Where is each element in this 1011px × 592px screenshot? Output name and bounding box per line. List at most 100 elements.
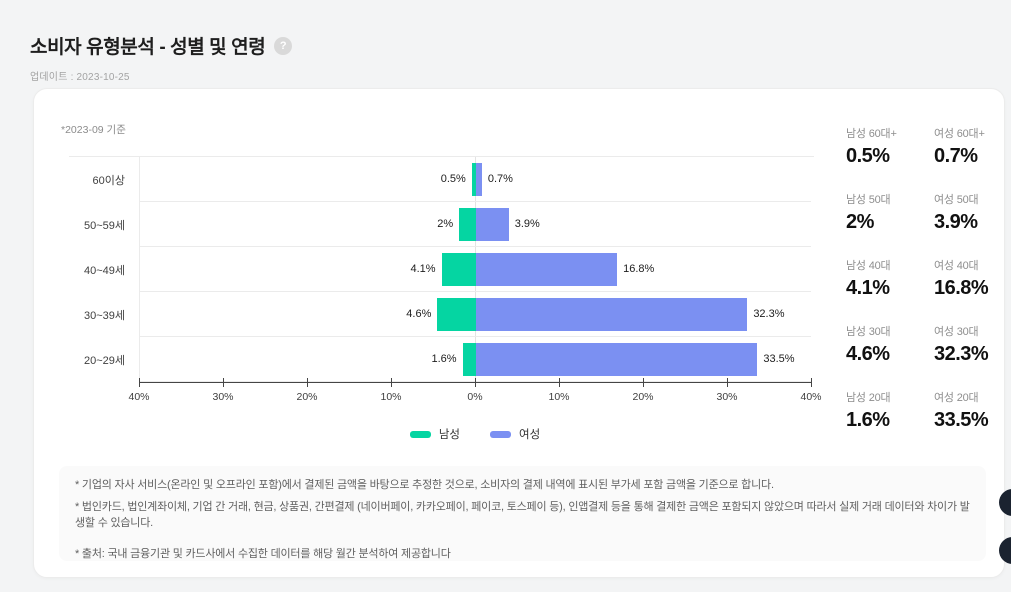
female-bar (476, 163, 482, 196)
period-note: *2023-09 기준 (61, 124, 126, 136)
stat-cell: 남성 20대 1.6% (846, 389, 918, 432)
legend-swatch (490, 430, 511, 438)
stat-value: 33.5% (934, 409, 989, 431)
y-axis-label: 60이상 (92, 174, 125, 187)
y-axis-label: 30~39세 (83, 309, 125, 322)
chart-row-track: 0.5% 0.7% (139, 157, 811, 202)
stat-cell: 남성 30대 4.6% (846, 323, 918, 366)
axis-tick (811, 378, 812, 387)
help-icon[interactable]: ? (274, 36, 293, 55)
stat-label: 여성 30대 (934, 326, 979, 338)
y-axis-label: 20~29세 (83, 354, 125, 367)
stat-value: 32.3% (934, 343, 989, 365)
bar-value-label: 1.6% (431, 353, 457, 365)
stat-cell: 여성 40대 16.8% (934, 257, 1011, 300)
axis-tick-label: 10% (548, 391, 570, 403)
bar-value-label: 16.8% (623, 263, 655, 275)
axis-tick (559, 378, 560, 387)
chart-row: 40~49세 4.1% 16.8% (69, 247, 814, 292)
stat-label: 남성 40대 (846, 260, 891, 272)
bar-value-label: 2% (437, 218, 454, 230)
footnote-line: * 법인카드, 법인계좌이체, 기업 간 거래, 현금, 상품권, 간편결제 (… (75, 501, 970, 529)
female-bar (476, 298, 748, 331)
legend-item[interactable]: 남성 (409, 426, 460, 442)
axis-tick-label: 10% (380, 391, 402, 403)
page-title: 소비자 유형분석 - 성별 및 연령 (30, 37, 266, 58)
stat-cell: 여성 20대 33.5% (934, 389, 1011, 432)
chart-row-track: 4.6% 32.3% (139, 292, 811, 337)
bar-value-label: 32.3% (753, 308, 785, 320)
bar-value-label: 3.9% (514, 218, 540, 230)
bar-value-label: 4.6% (406, 308, 432, 320)
axis-tick (223, 378, 224, 387)
chart-card: *2023-09 기준 60이상 0.5% 0.7% 50~59세 2% 3.9% 40~4… (33, 88, 1005, 578)
stat-cell: 남성 60대+ 0.5% (846, 125, 918, 168)
y-axis-label: 50~59세 (83, 219, 125, 232)
axis-tick-label: 30% (716, 391, 738, 403)
x-axis: 40% 30% 20% 10% 0% 10% 20% 30% 40% (128, 378, 822, 408)
page-header: 소비자 유형분석 - 성별 및 연령 ? 업데이트 : 2023-10-25 (30, 32, 293, 83)
chart-row-track: 1.6% 33.5% (139, 337, 811, 382)
stat-cell: 남성 50대 2% (846, 191, 918, 234)
legend-swatch (409, 430, 431, 438)
stat-value: 0.5% (846, 145, 890, 167)
bar-value-label: 33.5% (763, 353, 795, 365)
stat-value: 4.6% (846, 343, 890, 365)
stat-value: 1.6% (846, 409, 890, 431)
male-bar (471, 163, 476, 196)
stat-label: 여성 20대 (934, 392, 979, 404)
bar-value-label: 0.7% (487, 173, 513, 185)
axis-tick (307, 378, 308, 387)
axis-tick (139, 378, 140, 387)
stat-cell: 여성 50대 3.9% (934, 191, 1011, 234)
stat-value: 4.1% (846, 277, 890, 299)
footnotes-box: * 기업의 자사 서비스(온라인 및 오프라인 포함)에서 결제된 금액을 바탕… (59, 466, 986, 561)
chart-row: 30~39세 4.6% 32.3% (69, 292, 814, 337)
axis-tick-label: 40% (128, 391, 150, 403)
stats-panel: 남성 60대+ 0.5% 여성 60대+ 0.7% 남성 50대 2% 여성 50대 3.9%… (846, 125, 1011, 432)
axis-tick-label: 0% (467, 391, 483, 403)
stat-label: 여성 50대 (934, 194, 979, 206)
chart-row: 20~29세 1.6% 33.5% (69, 337, 814, 382)
stat-label: 남성 30대 (846, 326, 891, 338)
chart-row-track: 4.1% 16.8% (139, 247, 811, 292)
bar-value-label: 0.5% (440, 173, 466, 185)
stat-cell: 남성 40대 4.1% (846, 257, 918, 300)
footnote-line: * 기업의 자사 서비스(온라인 및 오프라인 포함)에서 결제된 금액을 바탕… (75, 479, 774, 491)
stat-label: 여성 40대 (934, 260, 979, 272)
stat-label: 남성 50대 (846, 194, 891, 206)
male-bar (462, 343, 476, 376)
axis-tick-label: 20% (632, 391, 654, 403)
floating-action-button-top[interactable] (999, 489, 1011, 516)
axis-tick (391, 378, 392, 387)
stat-value: 16.8% (934, 277, 989, 299)
axis-tick-label: 20% (296, 391, 318, 403)
footnote-line: * 출처: 국내 금융기관 및 카드사에서 수집한 데이터를 해당 월간 분석하… (75, 548, 451, 560)
chart-row: 60이상 0.5% 0.7% (69, 157, 814, 202)
male-bar (459, 208, 476, 241)
chart-row: 50~59세 2% 3.9% (69, 202, 814, 247)
female-bar (476, 208, 509, 241)
axis-tick-label: 40% (800, 391, 822, 403)
female-bar (476, 253, 618, 286)
floating-action-button-bottom[interactable] (999, 537, 1011, 564)
stat-label: 여성 60대+ (934, 128, 985, 140)
stat-cell: 여성 60대+ 0.7% (934, 125, 1011, 168)
axis-tick (727, 378, 728, 387)
female-bar (476, 343, 758, 376)
legend-label: 여성 (519, 429, 541, 441)
male-bar (437, 298, 476, 331)
stat-value: 3.9% (934, 211, 978, 233)
male-bar (441, 253, 476, 286)
axis-tick-label: 30% (212, 391, 234, 403)
legend-label: 남성 (438, 429, 460, 441)
axis-tick (475, 378, 476, 387)
legend-item[interactable]: 여성 (490, 426, 540, 442)
chart-legend: 남성 여성 (139, 426, 811, 442)
stat-cell: 여성 30대 32.3% (934, 323, 1011, 366)
axis-tick (643, 378, 644, 387)
chart-plot-area: 60이상 0.5% 0.7% 50~59세 2% 3.9% 40~49세 4.1% 16.8% 3… (69, 156, 814, 382)
stat-value: 2% (846, 211, 874, 233)
stat-value: 0.7% (934, 145, 978, 167)
chart-row-track: 2% 3.9% (139, 202, 811, 247)
